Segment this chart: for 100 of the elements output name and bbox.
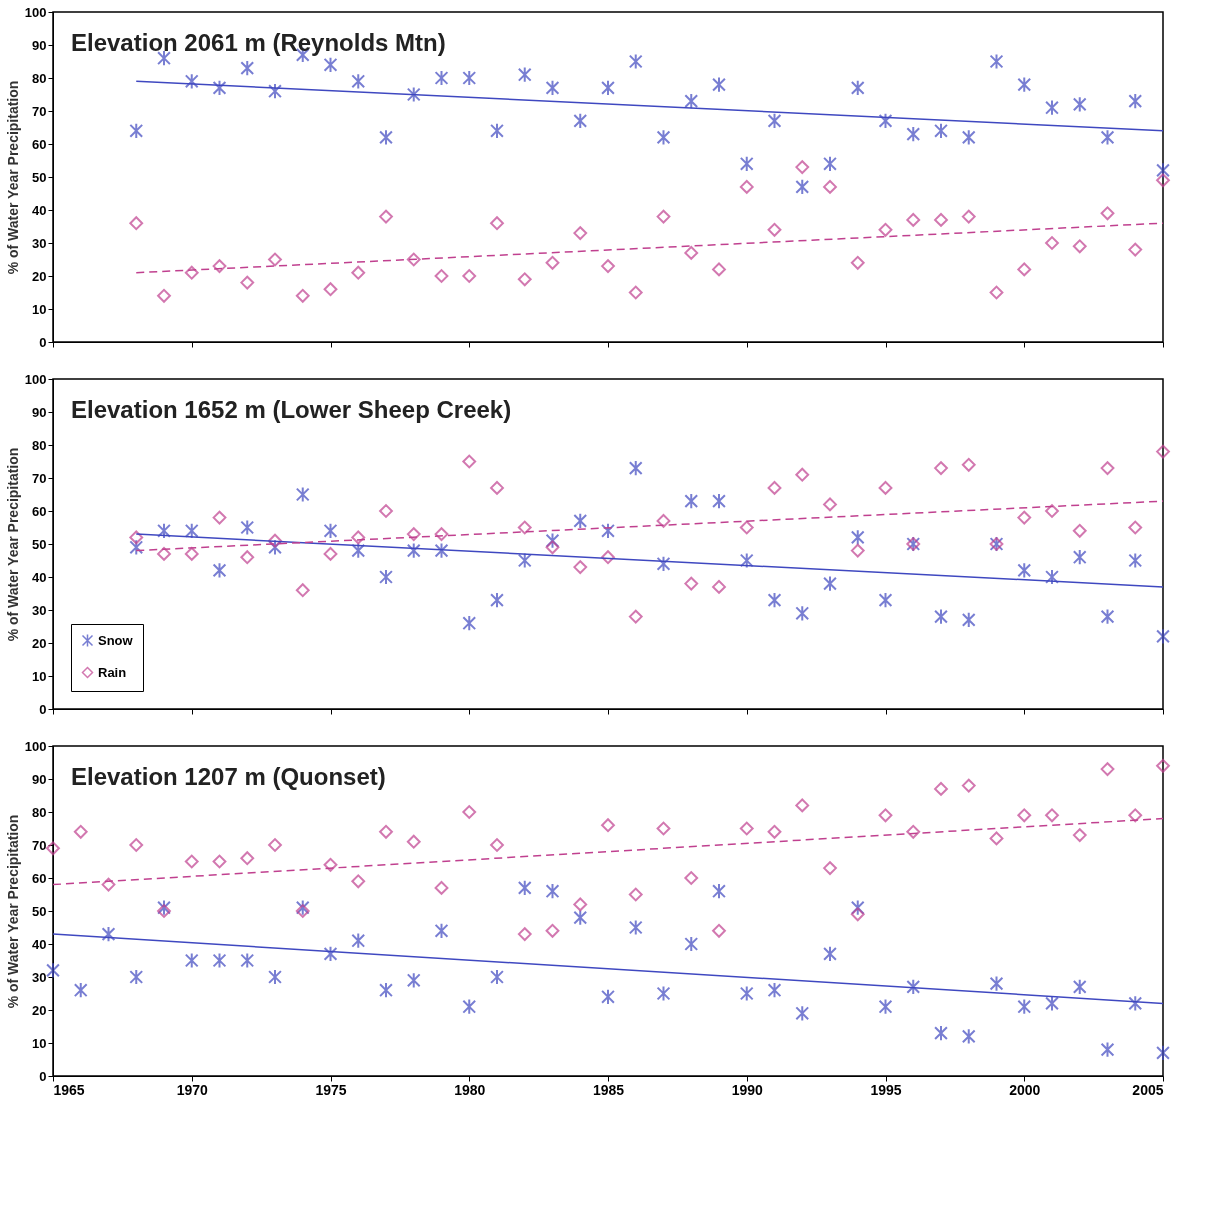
point [1156, 444, 1170, 459]
point [268, 83, 282, 100]
point [545, 255, 560, 270]
point [1100, 206, 1115, 221]
x-tick-label: 1995 [870, 1081, 902, 1098]
point [961, 129, 976, 146]
point [517, 66, 532, 83]
point [295, 583, 310, 598]
point [212, 259, 227, 274]
y-axis-title: % of Water Year Precipitation [4, 447, 21, 642]
point [628, 53, 643, 70]
point [601, 550, 615, 565]
y-tick-label: 80 [32, 70, 47, 86]
legend-label: Rain [98, 664, 127, 680]
point [184, 522, 199, 539]
y-tick-label: 40 [32, 202, 47, 218]
point [767, 592, 782, 609]
point [462, 69, 477, 87]
x-tick-label: 1965 [53, 1081, 85, 1098]
point [240, 550, 255, 565]
text: Elevation 1652 m (Lower Sheep Creek) [71, 396, 512, 423]
point [739, 552, 754, 569]
point [323, 546, 338, 561]
point [129, 216, 144, 231]
point [906, 212, 921, 227]
point [656, 129, 671, 146]
point [157, 522, 171, 539]
y-tick-label: 40 [32, 936, 47, 952]
point [628, 460, 643, 477]
point [1045, 99, 1059, 116]
y-tick-label: 70 [32, 103, 47, 119]
y-axis-title: % of Water Year Precipitation [4, 80, 21, 275]
point [601, 79, 615, 96]
point [850, 529, 865, 546]
y-tick-label: 70 [32, 470, 47, 486]
point [628, 285, 643, 300]
point [601, 259, 615, 274]
point [850, 543, 865, 558]
point [795, 467, 810, 482]
point [934, 122, 948, 139]
point [351, 265, 366, 280]
y-tick-label: 70 [32, 837, 47, 853]
point [1128, 242, 1143, 257]
point [490, 480, 504, 495]
point [684, 576, 699, 591]
y-tick-label: 80 [32, 804, 47, 820]
y-tick-label: 20 [32, 635, 47, 651]
point [379, 504, 393, 518]
x-tick-label: 2005 [1132, 1081, 1164, 1098]
y-tick-label: 0 [39, 1068, 47, 1084]
point [545, 79, 560, 96]
y-tick-label: 100 [24, 4, 47, 20]
point [462, 269, 477, 283]
point [934, 461, 948, 476]
point [1072, 523, 1087, 538]
point [1128, 520, 1143, 535]
y-tick-label: 0 [39, 334, 47, 350]
point [823, 575, 837, 592]
point [184, 265, 199, 280]
point [1017, 562, 1032, 579]
point [129, 539, 144, 556]
point [850, 79, 865, 96]
point [406, 542, 421, 559]
point [351, 73, 366, 90]
point [601, 522, 615, 539]
x-tick-label: 1990 [731, 1081, 764, 1098]
point [323, 56, 338, 73]
point [656, 555, 671, 572]
y-tick-label: 10 [32, 301, 47, 317]
point [240, 275, 255, 290]
point [573, 560, 588, 575]
point [961, 611, 976, 628]
point [184, 73, 199, 90]
point [157, 288, 171, 303]
point [712, 493, 726, 510]
point [573, 226, 588, 241]
point [545, 532, 560, 549]
point [656, 209, 671, 224]
point [906, 126, 921, 143]
y-tick-label: 50 [32, 903, 47, 919]
point [406, 86, 421, 103]
point [1045, 236, 1059, 250]
point [434, 542, 449, 559]
point [712, 262, 726, 277]
legend-label: Snow [98, 632, 134, 648]
point [712, 579, 726, 594]
point [573, 112, 588, 129]
point [656, 513, 671, 528]
point [323, 522, 338, 539]
point [823, 497, 837, 512]
point [1072, 239, 1087, 254]
point [878, 222, 893, 237]
point [379, 209, 393, 224]
y-tick-label: 100 [24, 371, 47, 387]
point [406, 252, 421, 267]
y-tick-label: 90 [32, 37, 47, 53]
point [878, 480, 893, 495]
point [1156, 162, 1170, 179]
point [184, 546, 199, 561]
point [934, 212, 948, 227]
